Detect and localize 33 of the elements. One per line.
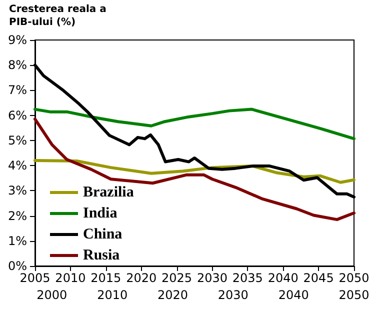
x-tick-label: 2040 <box>268 271 298 285</box>
x-tick-label: 2030 <box>196 271 228 285</box>
x2-tick-label: 2050 <box>338 288 370 302</box>
y-tick-label: 8% <box>8 58 27 72</box>
y-tick-label: 1% <box>8 234 27 248</box>
x-tick-label: 2005 <box>20 271 50 285</box>
y-tick-label: 3% <box>8 184 27 198</box>
x2-tick-label: 2020 <box>157 288 188 302</box>
chart-title: Cresterea reala a PIB-ului (%) <box>9 4 106 28</box>
legend-label: China <box>83 226 123 242</box>
y-tick-label: 5% <box>8 133 27 148</box>
y-tick-label: 0% <box>8 259 27 273</box>
line-series <box>34 108 356 140</box>
x2-tick-label: 2030 <box>218 288 248 302</box>
x2-tick-label: 2000 <box>36 288 68 302</box>
y-tick-label: 9% <box>8 33 27 47</box>
x2-tick-label: 2040 <box>278 288 309 302</box>
x-tick-label: 2015 <box>90 271 122 285</box>
legend-label: Brazilia <box>83 184 134 200</box>
y-tick-label: 7% <box>8 83 27 98</box>
x-tick-label: 2050 <box>338 271 370 285</box>
x-tick-label: 2045 <box>303 271 334 285</box>
x-tick-label: 2010 <box>55 271 86 285</box>
y-tick-label: 4% <box>8 158 27 173</box>
legend-label: Rusia <box>83 248 120 264</box>
x2-tick-label: 2010 <box>97 288 128 302</box>
y-tick-label: 6% <box>8 108 27 122</box>
legend-label: India <box>83 206 118 222</box>
x-tick-label: 2035 <box>232 271 263 285</box>
y-tick-label: 2% <box>8 208 27 223</box>
line-series <box>34 118 356 222</box>
x-tick-label: 2020 <box>126 271 157 285</box>
x-tick-label: 2025 <box>162 271 192 285</box>
